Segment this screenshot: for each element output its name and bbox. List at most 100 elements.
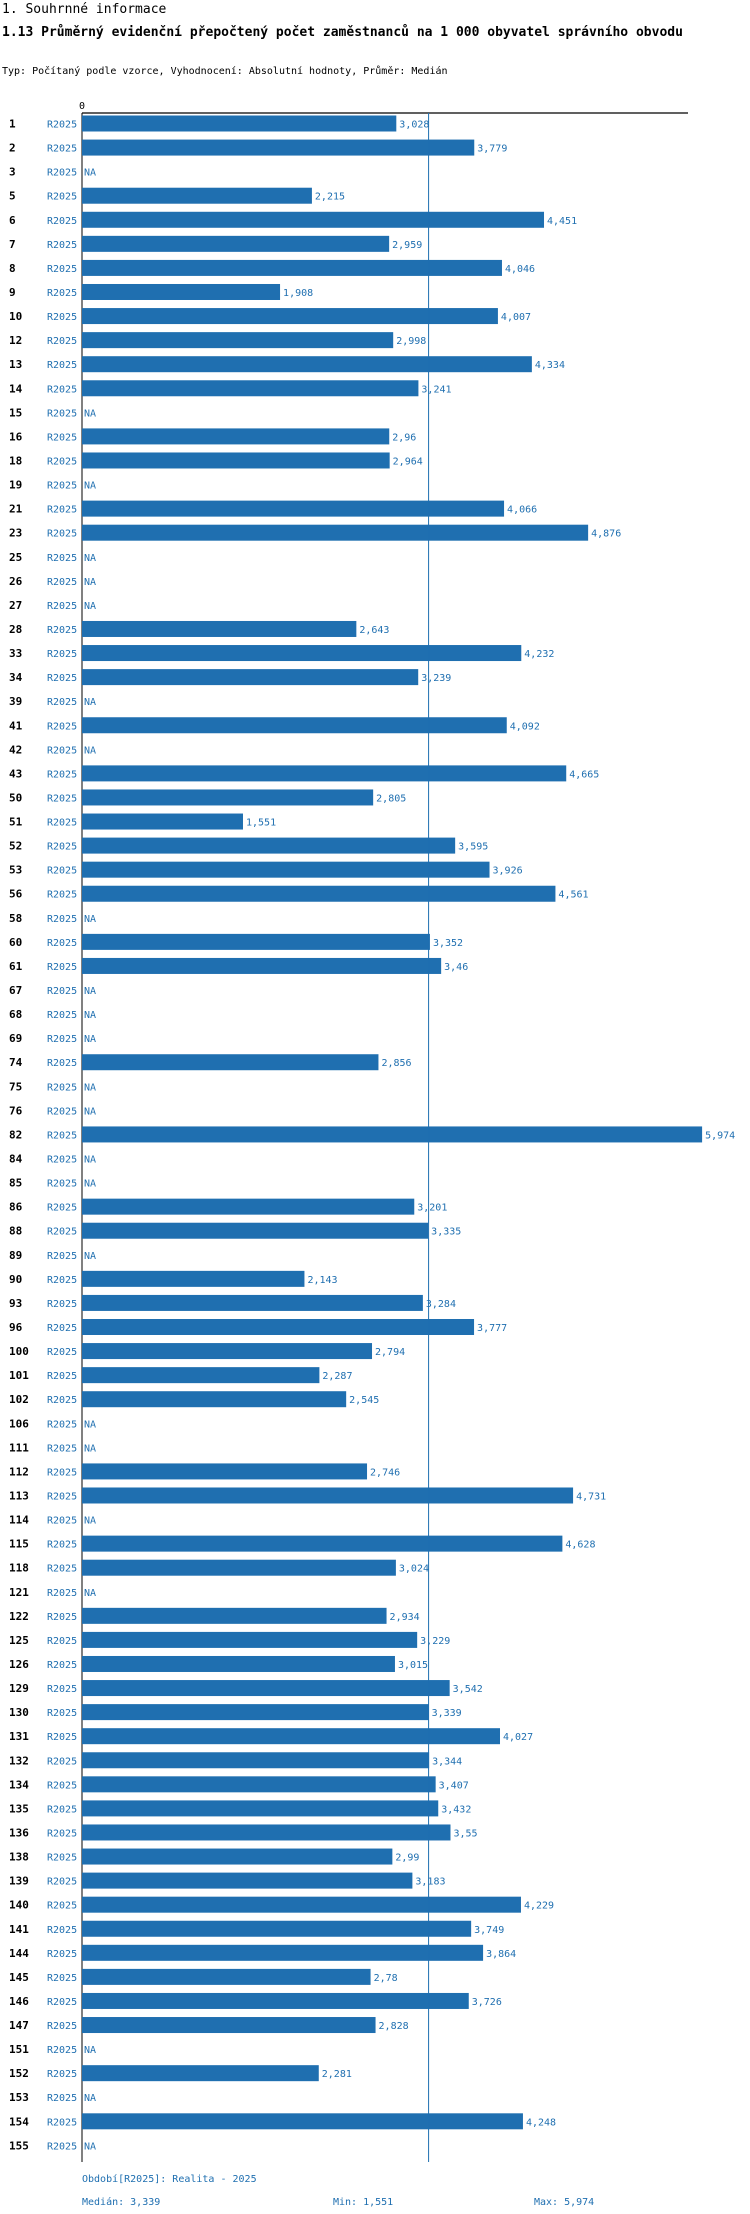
bar [82,933,430,950]
bar [82,211,545,228]
bar [82,1222,429,1239]
category-label: 131 [9,1730,29,1743]
series-label: R2025 [47,793,77,804]
category-label: 113 [9,1489,29,1502]
bar [82,380,419,397]
data-label: 2,287 [322,1371,352,1382]
bar [82,187,312,204]
category-label: 85 [9,1177,22,1190]
bar [82,1198,415,1215]
na-label: NA [84,1082,96,1093]
chart-subtitle: Typ: Počítaný podle vzorce, Vyhodnocení:… [2,66,448,77]
series-label: R2025 [47,1443,77,1454]
data-label: 3,726 [472,1997,502,2008]
series-label: R2025 [47,1853,77,1864]
bar [82,235,390,252]
series-label: R2025 [47,456,77,467]
bar [82,1992,469,2009]
data-label: 3,352 [433,938,463,949]
series-label: R2025 [47,1419,77,1430]
bar [82,1896,521,1913]
bar [82,283,281,300]
series-label: R2025 [47,120,77,131]
bar [82,861,490,878]
category-label: 16 [9,430,23,443]
category-label: 51 [9,816,23,829]
category-label: 33 [9,647,22,660]
category-label: 136 [9,1826,29,1839]
data-label: 1,908 [283,288,313,299]
category-label: 68 [9,1008,22,1021]
series-label: R2025 [47,336,77,347]
category-label: 147 [9,2019,29,2032]
data-label: 2,96 [392,432,416,443]
data-label: 2,964 [393,456,423,467]
series-label: R2025 [47,962,77,973]
series-label: R2025 [47,312,77,323]
category-label: 93 [9,1297,22,1310]
category-label: 34 [9,671,23,684]
series-label: R2025 [47,1925,77,1936]
data-label: 2,643 [359,625,389,636]
data-label: 2,959 [392,240,422,251]
series-label: R2025 [47,1732,77,1743]
data-label: 2,998 [396,336,426,347]
category-label: 96 [9,1321,23,1334]
series-label: R2025 [47,1877,77,1888]
data-label: 3,015 [398,1660,428,1671]
category-label: 138 [9,1851,29,1864]
bar [82,1824,451,1841]
na-label: NA [84,1034,96,1045]
category-label: 43 [9,767,22,780]
series-label: R2025 [47,1251,77,1262]
series-label: R2025 [47,481,77,492]
na-label: NA [84,1588,96,1599]
series-label: R2025 [47,1323,77,1334]
category-label: 12 [9,334,22,347]
series-label: R2025 [47,890,77,901]
category-label: 115 [9,1538,29,1551]
bar [82,789,374,806]
series-label: R2025 [47,2141,77,2152]
bar [82,500,505,517]
data-label: 4,628 [565,1540,595,1551]
category-label: 153 [9,2091,29,2104]
bar [82,259,502,276]
na-label: NA [84,2045,96,2056]
series-label: R2025 [47,264,77,275]
series-label: R2025 [47,1010,77,1021]
data-label: 2,746 [370,1467,400,1478]
bar [82,1559,396,1576]
category-label: 135 [9,1802,29,1815]
category-label: 155 [9,2139,29,2152]
series-label: R2025 [47,1997,77,2008]
data-label: 4,232 [524,649,554,660]
bar [82,717,507,734]
bar [82,1054,379,1071]
data-label: 3,864 [486,1949,516,1960]
category-label: 27 [9,599,22,612]
data-label: 2,215 [315,192,345,203]
category-label: 15 [9,406,22,419]
na-label: NA [84,1516,96,1527]
category-label: 58 [9,912,22,925]
bar [82,1968,371,1985]
footer-median: Medián: 3,339 [82,2197,161,2208]
category-label: 9 [9,286,16,299]
series-label: R2025 [47,1973,77,1984]
category-label: 151 [9,2043,29,2056]
series-label: R2025 [47,2117,77,2128]
na-label: NA [84,408,96,419]
bar [82,1752,430,1769]
footer-min: Min: 1,551 [333,2197,394,2208]
bar [82,837,456,854]
series-label: R2025 [47,721,77,732]
chart-title: 1.13 Průměrný evidenční přepočtený počet… [2,25,683,40]
series-label: R2025 [47,1780,77,1791]
category-label: 18 [9,454,22,467]
series-label: R2025 [47,1371,77,1382]
series-label: R2025 [47,1275,77,1286]
series-label: R2025 [47,745,77,756]
bar [82,2065,319,2082]
